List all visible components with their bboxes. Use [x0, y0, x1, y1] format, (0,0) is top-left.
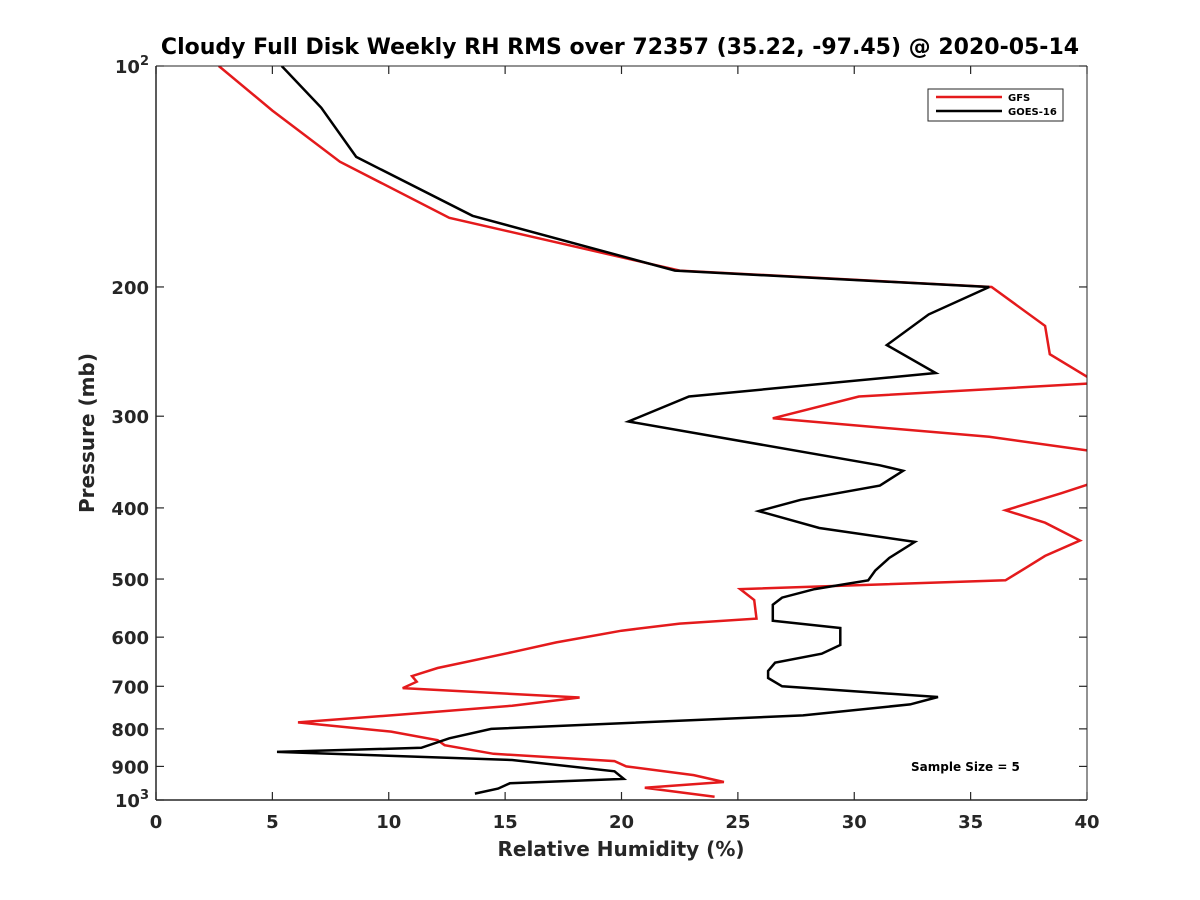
y-tick-label: 600: [111, 628, 149, 649]
y-axis-ticks: 102 200 300 400 500 600 700 800 900 103: [111, 54, 1087, 812]
x-tick-label: 35: [958, 812, 983, 833]
y-tick-label: 400: [111, 499, 149, 520]
x-tick-label: 15: [493, 812, 518, 833]
x-axis-ticks: 0 5 10 15 20 25 30 35 40: [150, 66, 1100, 833]
series-layer: [218, 66, 1087, 799]
y-tick-label: 900: [111, 757, 149, 778]
y-tick-label: 700: [111, 677, 149, 698]
y-tick-label: 102: [115, 54, 149, 78]
chart-title: Cloudy Full Disk Weekly RH RMS over 7235…: [161, 35, 1079, 60]
y-tick-label: 103: [115, 788, 149, 812]
y-tick-label: 200: [111, 278, 149, 299]
y-tick-label: 300: [111, 407, 149, 428]
x-tick-label: 10: [376, 812, 401, 833]
x-tick-label: 20: [609, 812, 634, 833]
sample-size-annotation: Sample Size = 5: [911, 760, 1020, 774]
x-tick-label: 0: [150, 812, 163, 833]
legend: GFS GOES-16: [927, 88, 1064, 122]
y-axis-label: Pressure (mb): [75, 353, 99, 513]
legend-box: [927, 88, 1064, 122]
y-tick-label: 500: [111, 570, 149, 591]
x-tick-label: 25: [725, 812, 750, 833]
plot-area: 0 5 10 15 20 25 30 35 40 102 200 300 400 500 600 700 80…: [111, 54, 1100, 833]
legend-label-goes-16: GOES-16: [1008, 107, 1057, 118]
series-line-goes-16: [276, 66, 990, 795]
x-tick-label: 30: [842, 812, 867, 833]
x-axis-label: Relative Humidity (%): [497, 837, 744, 861]
legend-label-gfs: GFS: [1008, 93, 1030, 104]
x-tick-label: 40: [1074, 812, 1099, 833]
x-tick-label: 5: [266, 812, 279, 833]
y-tick-label: 800: [111, 720, 149, 741]
